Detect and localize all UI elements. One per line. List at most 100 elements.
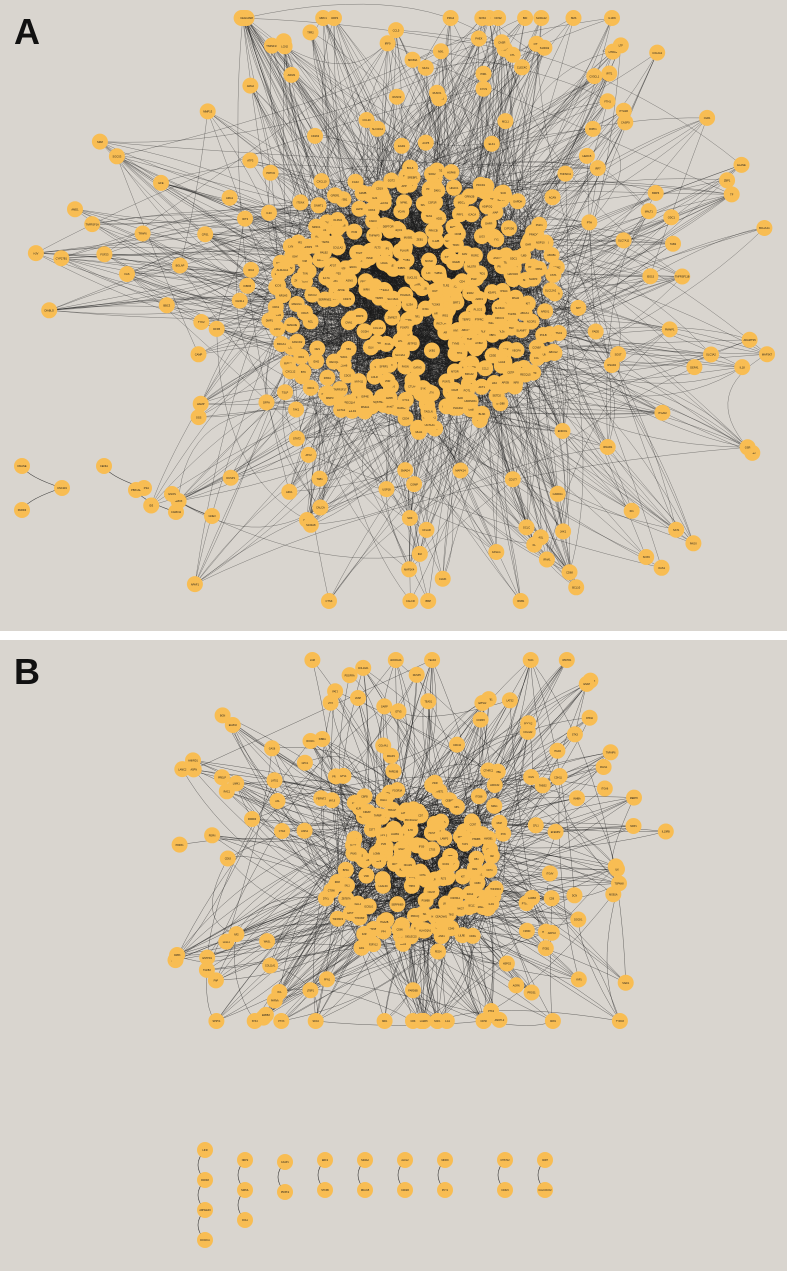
node-circle (316, 291, 333, 308)
node-label: LEPR (356, 207, 363, 211)
node-circle (358, 112, 375, 128)
network-node: LYN (282, 238, 299, 255)
edge (383, 73, 484, 200)
edge (486, 51, 613, 207)
network-node: CCL2 (477, 360, 494, 377)
node-label: NLRP3 (529, 277, 538, 281)
node-label: AMPK (386, 396, 394, 400)
network-node: TNFRSF11B (674, 268, 691, 285)
node-label: KMT2A (453, 328, 462, 332)
node-label: SIRT1 (453, 301, 461, 305)
node-label: SETD2 (493, 394, 502, 398)
node-circle (197, 226, 214, 243)
edge (216, 328, 418, 429)
node-label: DIABLO (44, 309, 54, 313)
network-node: IRS1 (437, 307, 454, 324)
edge (503, 385, 677, 530)
network-node: IL1RN (604, 10, 620, 26)
node-circle (204, 508, 220, 524)
node-label: GNOS (168, 492, 176, 496)
node-label: NPM1 (400, 201, 408, 205)
node-label: SLC4A4 (395, 353, 405, 357)
network-node: MRC1 (315, 10, 332, 26)
node-label: ID1 (630, 509, 635, 513)
node-circle (402, 593, 419, 609)
network-node: HJV (27, 245, 44, 262)
node-circle (333, 401, 350, 418)
edge (178, 408, 297, 502)
node-circle (449, 225, 466, 242)
network-node: RSAD2 (603, 357, 620, 373)
node-circle (14, 502, 30, 518)
node-circle (617, 114, 634, 131)
node-label: IFNG (422, 307, 428, 311)
node-label: CD38 (455, 232, 462, 236)
network-node: ENDOG (554, 423, 571, 439)
node-label: IFNA1 (543, 558, 551, 562)
node-label: VCAN (398, 210, 405, 214)
node-circle (545, 266, 562, 283)
node-label: AURKA (328, 297, 337, 301)
node-label: IRF7 (595, 166, 601, 170)
node-label: HAMP (197, 402, 205, 406)
network-node: MAPK14 (452, 462, 469, 479)
node-circle (470, 30, 487, 47)
node-circle (267, 298, 284, 315)
node-circle (366, 189, 383, 206)
network-node: BTK (295, 363, 312, 380)
node-label: HNRNPA1 (464, 399, 477, 403)
edge (369, 17, 483, 195)
network-node: SDC1 (505, 250, 522, 267)
network-node: SRF (401, 510, 418, 526)
network-node: IL18 (734, 359, 751, 376)
node-label: AFF2 (274, 327, 281, 331)
node-circle (263, 37, 280, 54)
node-label: TSLP (282, 390, 289, 394)
network-node: HAMP (192, 395, 209, 412)
edge (126, 273, 420, 555)
network-node: LTF (612, 37, 629, 54)
network-node: TYK2 (193, 314, 210, 330)
node-label: USP18 (382, 487, 391, 491)
edge (485, 194, 732, 369)
node-label: GHR (525, 242, 531, 246)
network-node: COL1A2 (329, 239, 346, 256)
network-node: SP7 (570, 299, 587, 316)
network-node: AMD1 (67, 201, 83, 218)
node-circle (108, 148, 125, 165)
node-label: OLFM4 (333, 218, 342, 222)
node-circle (331, 381, 348, 398)
node-label: ACTA2 (337, 408, 346, 412)
network-node: IFI44 (243, 261, 259, 278)
network-node: SETD2 (488, 387, 505, 404)
node-circle (587, 323, 604, 340)
node-circle (504, 471, 521, 488)
node-label: SRF (407, 516, 413, 520)
network-node: NFKBIA (404, 51, 421, 68)
node-label: FBN1 (536, 267, 543, 271)
node-label: UBB (468, 408, 474, 412)
network-node: CXCL10 (313, 173, 330, 190)
node-circle (420, 593, 437, 609)
edge (549, 194, 732, 335)
node-label: TNFAIP3 (369, 234, 380, 238)
edge (402, 203, 430, 261)
network-node: XBP1 (484, 326, 501, 343)
node-circle (362, 339, 379, 356)
network-node: IBSP (420, 593, 437, 609)
network-node: BID (517, 10, 534, 26)
network-node: CDK1 (267, 298, 284, 315)
network-node: ZNF827 (384, 309, 401, 326)
network-node: HSPA8 (443, 164, 460, 181)
node-label: ARG2 (247, 84, 255, 88)
network-node: SYK (415, 380, 432, 397)
node-label: XIAP (492, 211, 498, 215)
node-label: LPL (398, 339, 403, 343)
network-node: IFNB1 (512, 593, 529, 609)
node-label: ASCL2 (493, 256, 502, 260)
node-label: TSC2 (555, 331, 562, 335)
edge (727, 354, 768, 448)
nodes: SLCO2B1ARTT6CHRNA1HNF4AFRMD4ACDH6CDHAREL… (14, 10, 775, 609)
node-label: TAB2 (670, 242, 677, 246)
network-node: FTL (504, 46, 521, 63)
